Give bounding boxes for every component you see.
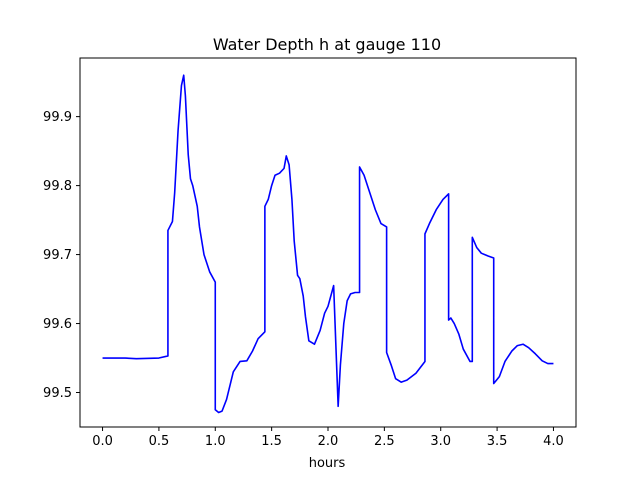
y-tick-label: 99.7	[43, 248, 72, 263]
y-tick-label: 99.5	[43, 386, 72, 401]
x-axis-ticks: 0.0 0.5 1.0 1.5 2.0 2.5 3.0 3.5 4.0	[92, 427, 564, 449]
chart-title: Water Depth h at gauge 110	[213, 35, 441, 54]
y-tick-label: 99.8	[43, 179, 72, 194]
y-tick-label: 99.6	[43, 317, 72, 332]
x-tick-label: 1.0	[205, 434, 226, 449]
x-axis-label: hours	[309, 456, 346, 471]
axes-frame	[79, 57, 577, 428]
x-tick-label: 3.0	[430, 434, 451, 449]
x-tick-label: 3.5	[487, 434, 508, 449]
x-tick-label: 2.0	[318, 434, 339, 449]
x-tick-label: 1.5	[261, 434, 282, 449]
plot-area	[102, 74, 554, 414]
x-tick-label: 4.0	[543, 434, 564, 449]
x-tick-label: 0.5	[149, 434, 170, 449]
series-line-h	[102, 74, 554, 414]
y-axis-ticks: 99.5 99.6 99.7 99.8 99.9	[43, 110, 80, 401]
y-tick-label: 99.9	[43, 110, 72, 125]
x-tick-label: 2.5	[374, 434, 395, 449]
x-tick-label: 0.0	[92, 434, 113, 449]
